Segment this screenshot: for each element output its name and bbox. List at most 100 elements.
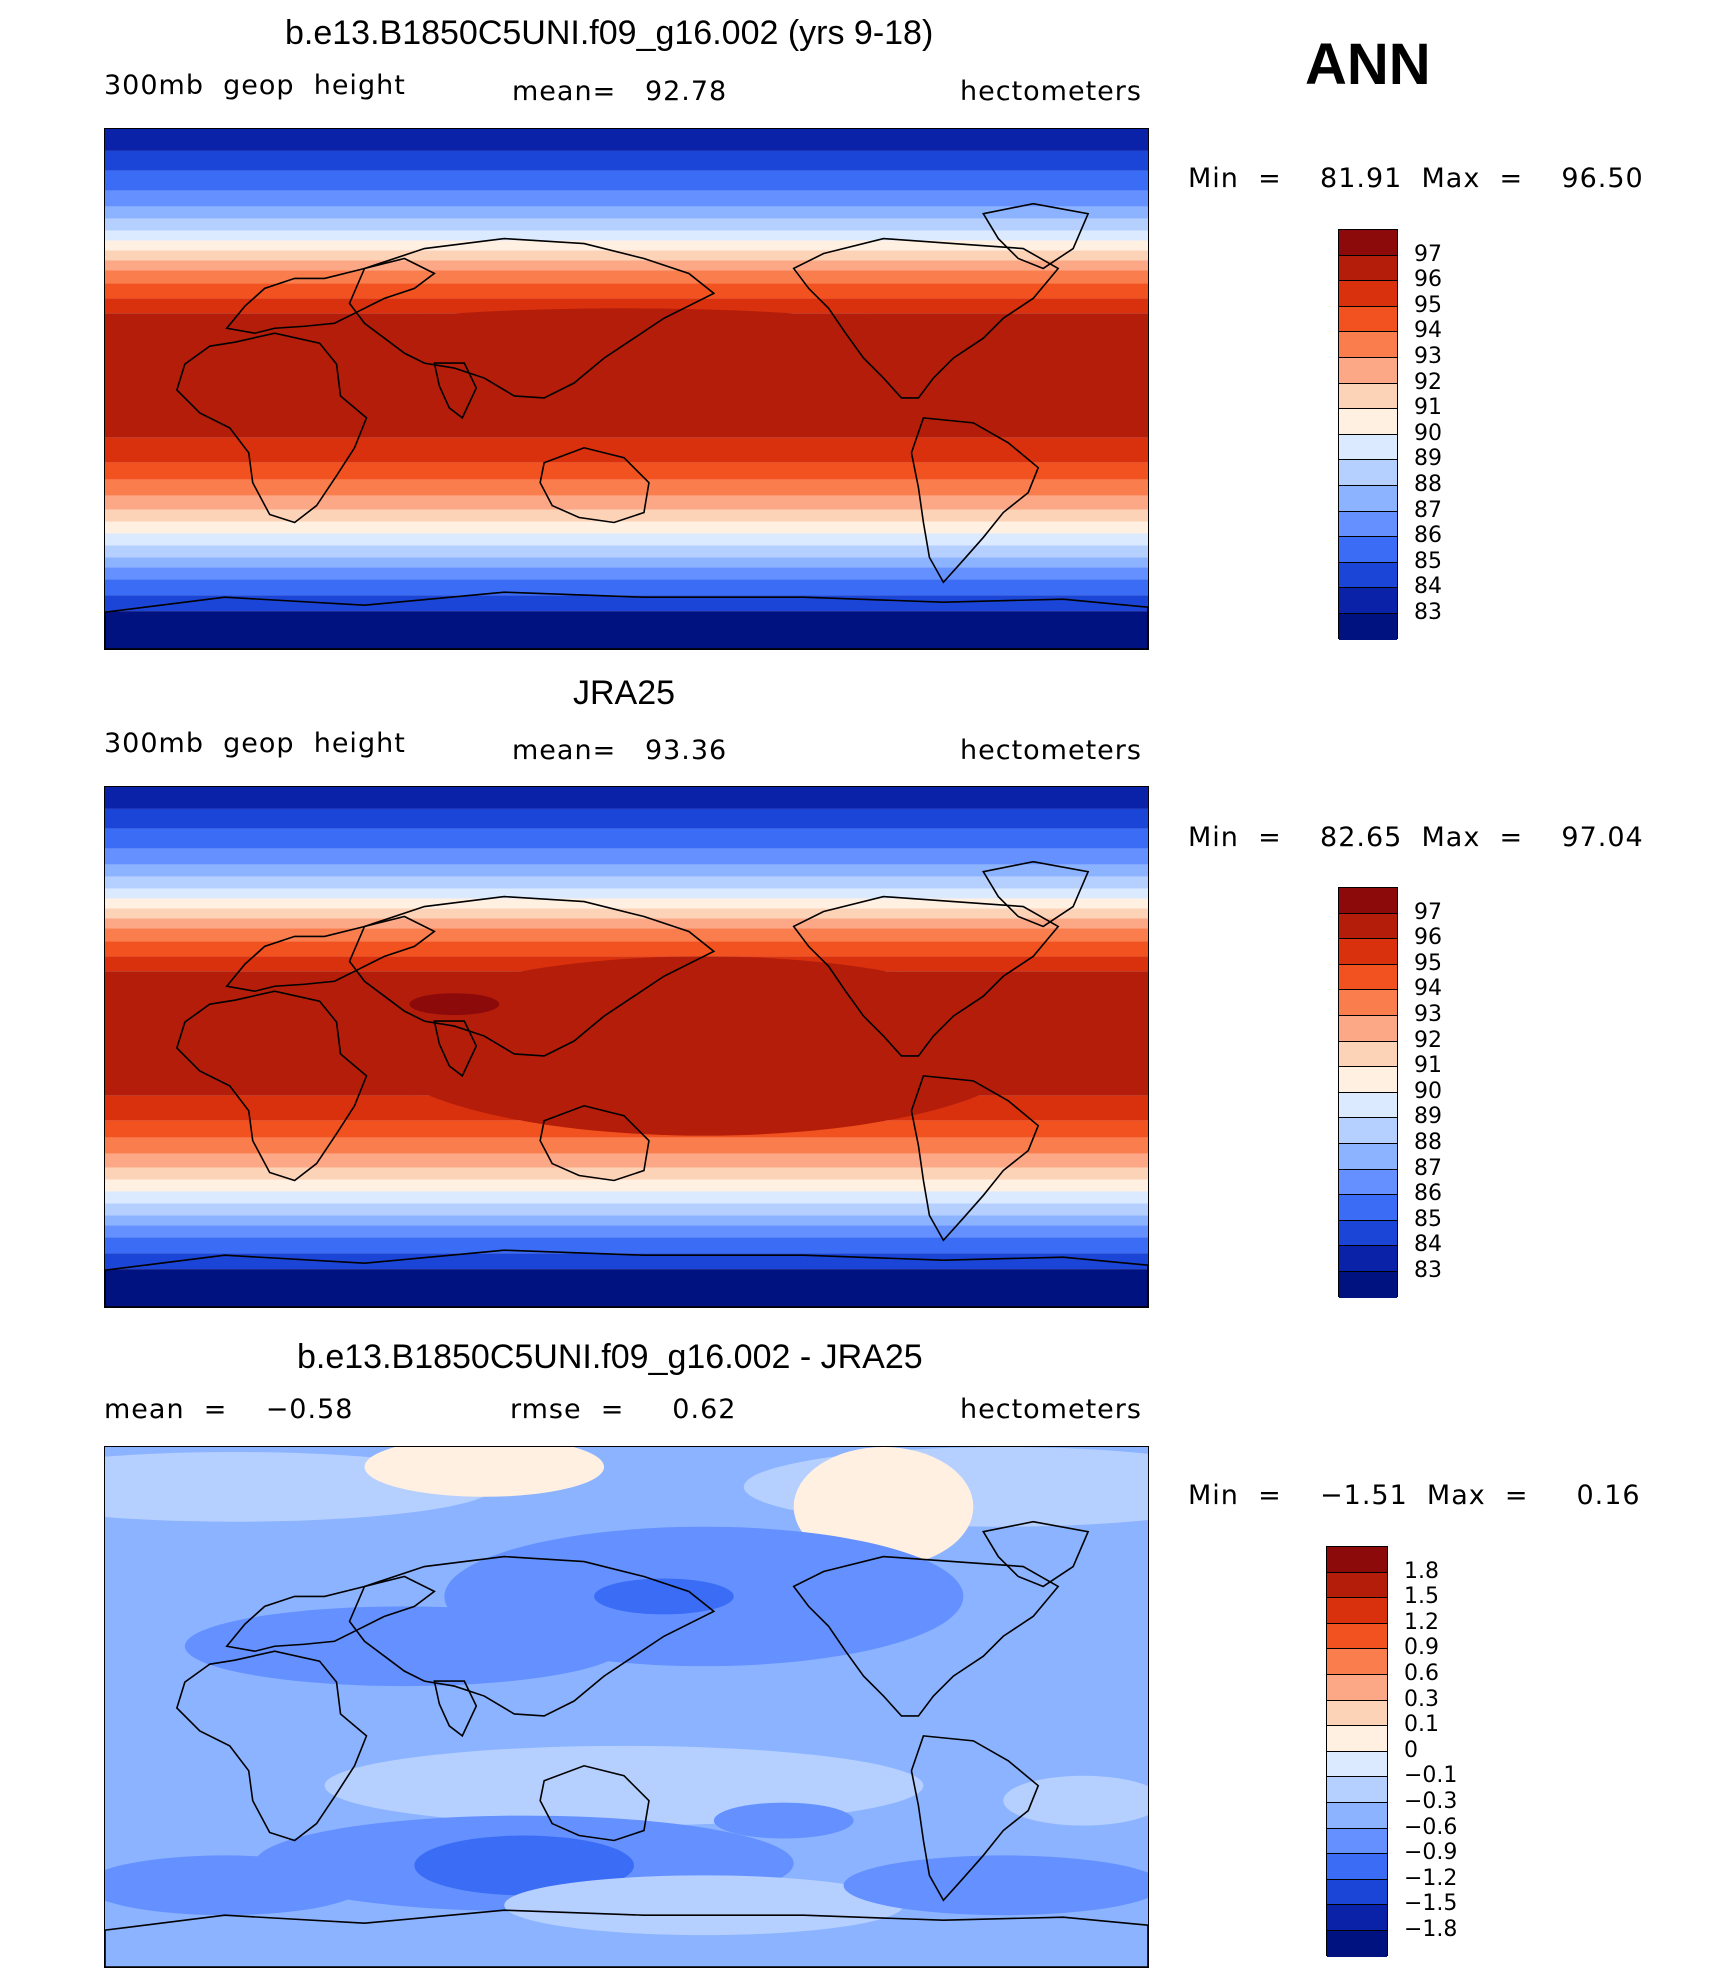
colorbar-swatch [1339,1016,1397,1042]
colorbar-tick-label: 85 [1414,1206,1442,1232]
colorbar-tick-label: 84 [1414,574,1442,600]
coastline [225,257,436,335]
colorbar-swatch [1339,1041,1397,1068]
contour-region [594,1578,734,1615]
panel-1-units-label: hectometers [960,76,1142,107]
colorbar-swatch [1327,1931,1387,1957]
coastline [105,591,1148,649]
colorbar-swatch [1327,1572,1387,1599]
colorbar-swatch [1339,614,1397,640]
contour-band [105,941,1148,957]
colorbar-swatch [1327,1803,1387,1829]
contour-band [105,1253,1148,1270]
colorbar-tick-label: 91 [1414,1053,1442,1079]
colorbar-tick-label: 83 [1414,600,1442,625]
colorbar-tick-label: 89 [1414,446,1442,472]
contour-band [105,129,1148,151]
contour-band [105,250,1148,261]
colorbar-tick-label: 97 [1414,899,1442,925]
colorbar-tick-label: 87 [1414,497,1442,523]
coastline [433,1680,478,1738]
panel-1-title: b.e13.B1850C5UNI.f09_g16.002 (yrs 9-18) [285,14,934,52]
colorbar-swatch [1327,1623,1387,1650]
colorbar-tick-label: −0.3 [1404,1789,1458,1814]
coastline [982,202,1090,270]
colorbar-tick-label: 86 [1414,523,1442,549]
colorbar-tick-label: 0 [1404,1737,1418,1763]
colorbar-tick-label: 94 [1414,976,1442,1002]
coastline [910,1735,1040,1902]
contour-band [105,928,1148,942]
colorbar-swatch [1339,511,1397,538]
contour-band [105,828,1148,849]
contour-region [105,1855,365,1916]
coastline [910,417,1040,584]
colorbar-swatch [1339,1092,1397,1119]
contour-band [105,270,1148,284]
panel-1-variable-label: 300mb geop height [104,70,406,101]
colorbar-swatch [1327,1598,1387,1624]
colorbar-swatch [1327,1828,1387,1855]
contour-region [793,1447,974,1567]
colorbar-tick-label: −1.8 [1404,1917,1458,1942]
contour-band [105,509,1148,522]
colorbar-tick-label: 0.9 [1404,1635,1439,1661]
contour-band [105,567,1148,580]
colorbar-swatch [1339,358,1397,384]
contour-band [105,918,1148,929]
colorbar-tick-label: 92 [1414,369,1442,395]
contour-band [105,1203,1148,1216]
contour-band [105,898,1148,909]
coastline [348,237,716,399]
panel-1-map [104,128,1149,650]
colorbar-swatch [1339,230,1397,256]
coastline [982,860,1090,928]
colorbar-tick-label: 90 [1414,1078,1442,1104]
contour-region [504,1875,904,1936]
colorbar-tick-label: 97 [1414,241,1442,267]
coastline [225,1575,436,1653]
colorbar-swatch [1339,434,1397,461]
panel-3-rmse-label: rmse = 0.62 [510,1394,737,1425]
colorbar-tick-label: 89 [1414,1104,1442,1130]
panel-3-units-label: hectometers [960,1394,1142,1425]
contour-region [409,993,500,1016]
panel-2-variable-label: 300mb geop height [104,728,406,759]
coastline [792,1555,1060,1717]
contour-band [105,479,1148,496]
colorbar-tick-label: 0.1 [1404,1712,1439,1738]
contour-band [105,150,1148,171]
contour-band [105,888,1148,899]
colorbar-tick-label: 94 [1414,318,1442,344]
colorbar-swatch [1327,1777,1387,1803]
map-canvas [105,787,1148,1307]
colorbar-swatch [1327,1547,1387,1573]
contour-band [105,230,1148,241]
coastline [175,332,368,524]
coastline [792,237,1060,399]
contour-band [105,1269,1148,1307]
coastline [105,1909,1148,1967]
contour-band [105,1225,1148,1238]
colorbar-swatch [1339,537,1397,563]
colorbar-tick-label: 88 [1414,1130,1442,1155]
colorbar-swatch [1339,964,1397,991]
panel-2-title: JRA25 [573,674,676,712]
contour-band [105,437,1148,463]
contour-region [364,1447,605,1497]
contour-region [374,956,1034,1136]
colorbar-tick-label: −0.9 [1404,1840,1458,1866]
colorbar-swatch [1327,1879,1387,1906]
map-canvas [105,129,1148,649]
map-canvas [105,1447,1148,1967]
contour-band [105,260,1148,271]
colorbar-swatch [1339,332,1397,358]
panel-1-minmax-label: Min = 81.91 Max = 96.50 [1188,163,1644,194]
colorbar-tick-label: 93 [1414,1002,1442,1027]
colorbar-swatch [1339,460,1397,486]
contour-region [843,1855,1148,1916]
colorbar-boxes [1338,229,1398,640]
panel-3-mean-label: mean = −0.58 [104,1394,354,1425]
panel-3-minmax-label: Min = −1.51 Max = 0.16 [1188,1480,1641,1511]
colorbar-swatch [1327,1649,1387,1675]
